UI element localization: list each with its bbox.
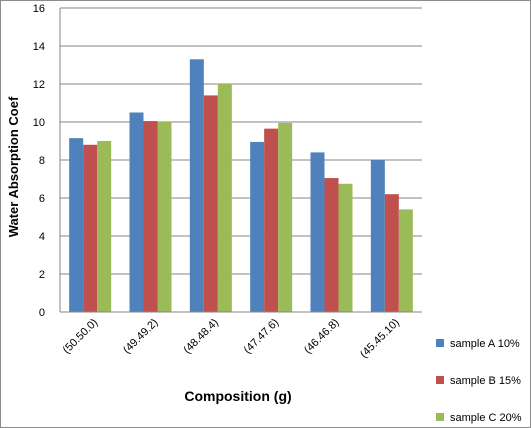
bar-2-6 bbox=[384, 194, 399, 312]
legend: sample A 10% sample B 15% sample C 20% bbox=[436, 338, 522, 424]
x-tick-label: (48.48.4) bbox=[181, 317, 221, 357]
legend-label: sample C 20% bbox=[450, 412, 522, 424]
x-tick-labels: (50.50.0) (49.49.2) (48.48.4) (47.47.6) (46.… bbox=[61, 317, 402, 361]
bar-3-3 bbox=[217, 84, 232, 312]
x-tick-label: (47.47.6) bbox=[242, 317, 282, 357]
y-tick-label: 0 bbox=[39, 307, 45, 319]
bar-2-2 bbox=[143, 121, 158, 312]
x-tick-label: (45.45.10) bbox=[358, 317, 402, 361]
y-tick-label: 14 bbox=[33, 41, 45, 53]
axes bbox=[59, 8, 422, 313]
bar-1-5 bbox=[310, 152, 325, 312]
bar-3-4 bbox=[278, 122, 293, 312]
bar-1-3 bbox=[189, 59, 204, 312]
y-tick-label: 12 bbox=[33, 79, 45, 91]
y-tick-label: 4 bbox=[39, 231, 45, 243]
legend-label: sample B 15% bbox=[450, 375, 521, 387]
bar-1-1 bbox=[69, 138, 84, 312]
legend-swatch bbox=[436, 339, 444, 347]
bar-3-5 bbox=[338, 183, 353, 312]
bar-1-4 bbox=[250, 141, 265, 312]
x-tick-label: (49.49.2) bbox=[121, 317, 161, 357]
x-axis-title: Composition (g) bbox=[184, 388, 291, 404]
bar-1-6 bbox=[370, 160, 385, 312]
y-tick-label: 8 bbox=[39, 155, 45, 167]
y-axis-title: Water Absorption Coef bbox=[6, 96, 21, 237]
y-tick-label: 16 bbox=[33, 3, 45, 15]
bar-2-5 bbox=[324, 178, 339, 312]
x-tick-label: (50.50.0) bbox=[61, 317, 101, 357]
bar-2-4 bbox=[264, 128, 279, 312]
bar-1-2 bbox=[129, 112, 144, 312]
bar-2-1 bbox=[83, 144, 98, 312]
y-tick-label: 6 bbox=[39, 193, 45, 205]
x-tick-label: (46.46.8) bbox=[302, 317, 342, 357]
legend-label: sample A 10% bbox=[450, 338, 520, 350]
legend-swatch bbox=[436, 376, 444, 384]
gridlines bbox=[60, 7, 422, 275]
y-tick-labels: 0 2 4 6 8 10 12 14 16 bbox=[33, 3, 45, 319]
legend-swatch bbox=[436, 413, 444, 421]
bar-3-1 bbox=[97, 141, 112, 312]
bar-3-6 bbox=[398, 209, 413, 312]
y-tick-label: 10 bbox=[33, 117, 45, 129]
bar-3-2 bbox=[157, 122, 172, 312]
bar-2-3 bbox=[203, 95, 218, 313]
y-tick-label: 2 bbox=[39, 269, 45, 281]
bars bbox=[69, 59, 413, 313]
